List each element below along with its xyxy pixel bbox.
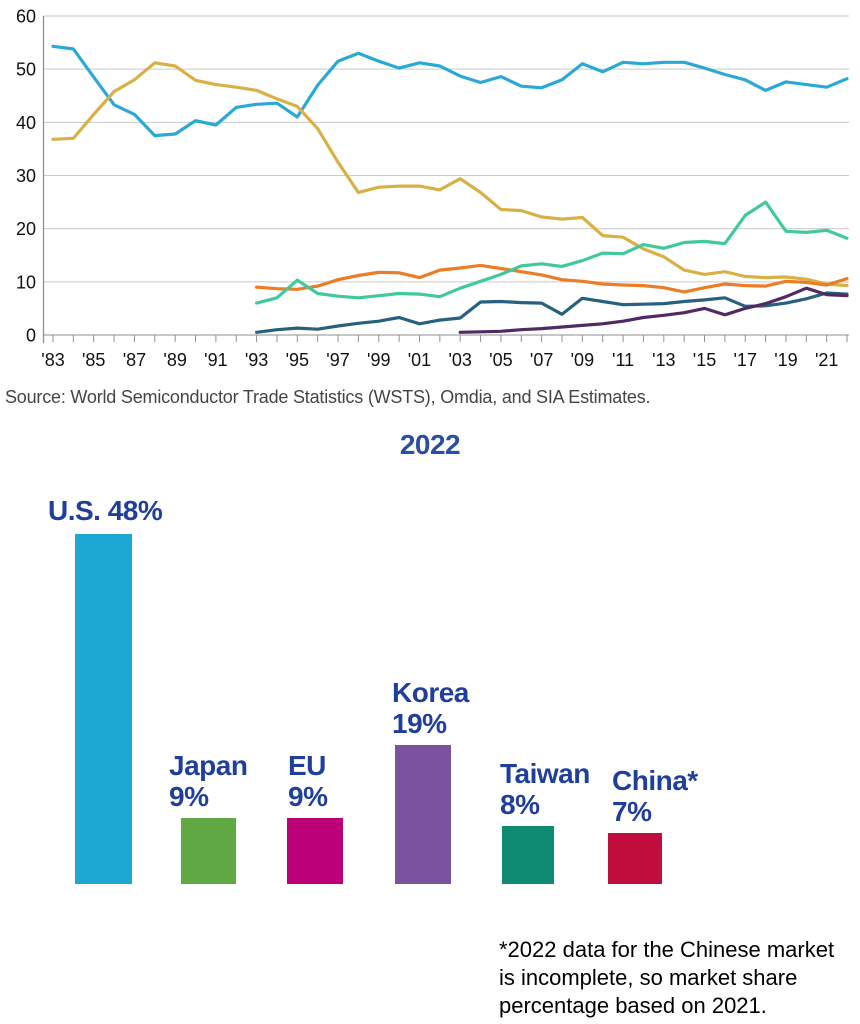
x-tick-label: '17 — [734, 350, 757, 370]
china-data-footnote: *2022 data for the Chinese market is inc… — [499, 937, 835, 1018]
x-tick-label: '21 — [815, 350, 838, 370]
x-tick-label: '83 — [41, 350, 64, 370]
x-tick-label: '01 — [408, 350, 431, 370]
x-tick-label: '03 — [448, 350, 471, 370]
bar-chart-title: 2022 — [399, 429, 461, 460]
line-series-mint — [255, 200, 849, 305]
x-tick-label: '15 — [693, 350, 716, 370]
x-tick-label: '09 — [571, 350, 594, 370]
bar-taiwan — [502, 825, 554, 884]
y-tick-label: 10 — [16, 272, 36, 292]
bar-china — [608, 832, 662, 884]
line-series-gold — [51, 61, 849, 288]
x-tick-label: '99 — [367, 350, 390, 370]
bar-us — [75, 533, 132, 884]
y-tick-label: 50 — [16, 60, 36, 80]
bar-korea — [395, 745, 451, 884]
line-series-cyan — [51, 44, 849, 138]
bar-label-taiwan: Taiwan 8% — [500, 757, 590, 820]
x-tick-label: '85 — [82, 350, 105, 370]
line-series-purple — [458, 286, 849, 334]
y-tick-label: 20 — [16, 219, 36, 239]
y-tick-label: 0 — [26, 326, 36, 346]
x-tick-label: '07 — [530, 350, 553, 370]
bar-label-eu: EU 9% — [288, 750, 328, 813]
market-share-line-chart: 0 10 20 30 40 50 60 '83 '85 '87 '89 '91 '93 '95 '97 '99… — [0, 0, 860, 375]
source-note: Source: World Semiconductor Trade Statis… — [5, 387, 651, 407]
x-tick-label: '93 — [245, 350, 268, 370]
y-tick-label: 30 — [16, 166, 36, 186]
x-tick-label: '87 — [123, 350, 146, 370]
x-tick-label: '13 — [652, 350, 675, 370]
x-tick-label: '91 — [204, 350, 227, 370]
bar-label-korea: Korea 19% — [392, 677, 469, 740]
x-tick-label: '19 — [774, 350, 797, 370]
bar-label-china: China* 7% — [612, 764, 698, 827]
line-chart-canvas: 0 10 20 30 40 50 60 '83 '85 '87 '89 '91 '93 '95 '97 '99… — [16, 6, 849, 370]
y-tick-label: 60 — [16, 6, 36, 26]
x-tick-label: '05 — [489, 350, 512, 370]
y-tick-label: 40 — [16, 113, 36, 133]
line-series-orange — [255, 263, 849, 294]
bar-label-japan: Japan 9% — [169, 750, 248, 813]
bar-japan — [181, 818, 236, 884]
x-tick-label: '89 — [163, 350, 186, 370]
bar-label-us: U.S. 48% — [48, 494, 163, 526]
bar-eu — [287, 818, 343, 884]
x-tick-label: '11 — [612, 350, 634, 370]
x-tick-label: '95 — [286, 350, 309, 370]
x-tick-label: '97 — [326, 350, 349, 370]
